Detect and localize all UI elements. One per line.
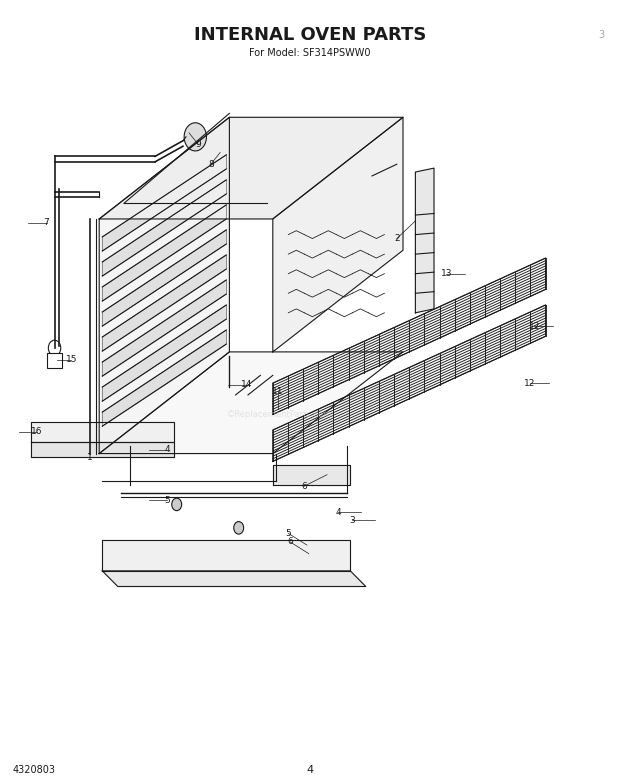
Text: 3: 3 — [598, 30, 604, 40]
Text: 2: 2 — [394, 234, 400, 243]
Circle shape — [234, 522, 244, 534]
Text: 15: 15 — [66, 355, 77, 364]
Text: 16: 16 — [32, 427, 43, 436]
Text: 9: 9 — [195, 140, 202, 149]
Polygon shape — [415, 168, 434, 313]
Polygon shape — [273, 117, 403, 352]
Text: 1: 1 — [87, 453, 93, 462]
Text: ©ReplacementParts.com: ©ReplacementParts.com — [226, 410, 332, 419]
Polygon shape — [273, 465, 350, 485]
Text: 5: 5 — [164, 496, 171, 505]
Polygon shape — [99, 117, 229, 454]
Text: 6: 6 — [287, 537, 293, 547]
Text: 4: 4 — [164, 445, 171, 454]
Text: 7: 7 — [43, 218, 50, 228]
Text: 5: 5 — [285, 529, 291, 538]
Text: 4: 4 — [335, 508, 341, 517]
Polygon shape — [102, 155, 226, 251]
Polygon shape — [31, 442, 174, 457]
Polygon shape — [102, 255, 226, 351]
Text: 12: 12 — [525, 378, 536, 388]
Polygon shape — [99, 352, 403, 454]
Text: For Model: SF314PSWW0: For Model: SF314PSWW0 — [249, 48, 371, 58]
Polygon shape — [102, 205, 226, 301]
Polygon shape — [99, 117, 403, 219]
Text: 3: 3 — [349, 515, 355, 525]
Polygon shape — [102, 540, 350, 571]
Circle shape — [184, 123, 206, 151]
Circle shape — [172, 498, 182, 511]
Text: 4320803: 4320803 — [12, 766, 55, 775]
Polygon shape — [273, 258, 546, 414]
Circle shape — [48, 340, 61, 356]
Text: INTERNAL OVEN PARTS: INTERNAL OVEN PARTS — [194, 26, 426, 45]
Polygon shape — [102, 180, 226, 276]
Polygon shape — [273, 305, 546, 461]
Text: 12: 12 — [529, 321, 540, 331]
Polygon shape — [102, 230, 226, 326]
Text: 13: 13 — [441, 269, 452, 278]
Text: 6: 6 — [301, 482, 307, 491]
Polygon shape — [31, 422, 174, 442]
Polygon shape — [102, 305, 226, 401]
Text: 11: 11 — [272, 386, 283, 396]
Text: 14: 14 — [241, 380, 252, 389]
Polygon shape — [102, 571, 366, 586]
Text: 8: 8 — [208, 160, 214, 169]
Bar — [46, 353, 62, 368]
Text: 4: 4 — [306, 766, 314, 775]
Polygon shape — [102, 330, 226, 426]
Polygon shape — [102, 280, 226, 376]
